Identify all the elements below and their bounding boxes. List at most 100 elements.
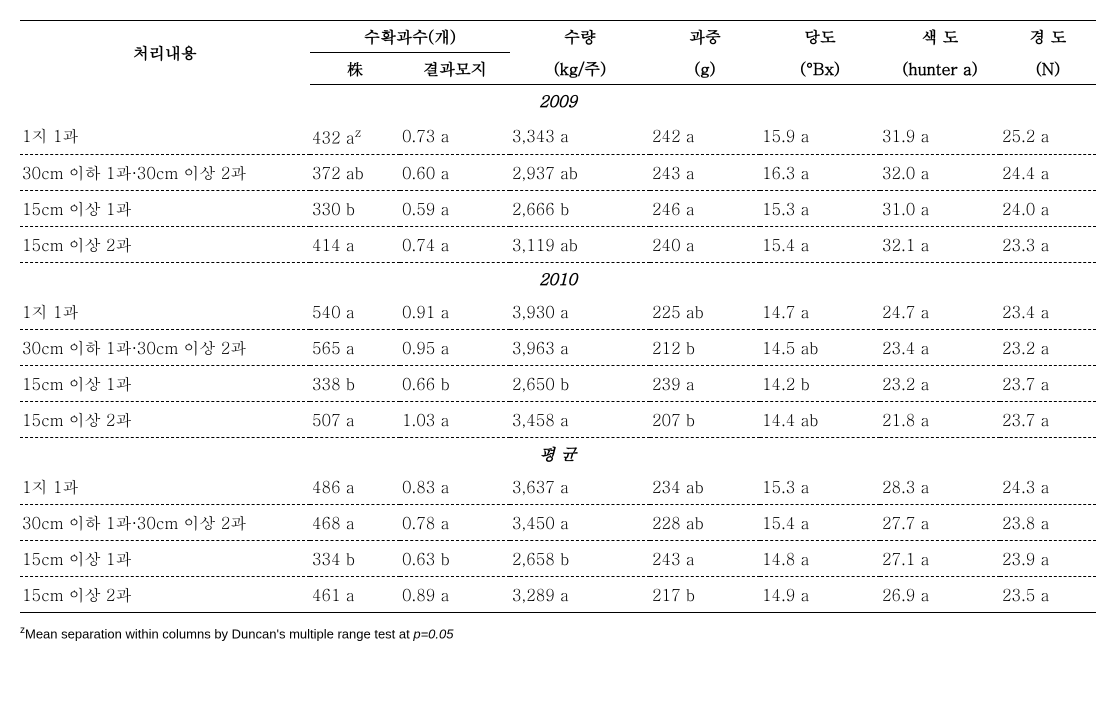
table-row: 15cm 이상 2과414 a0.74 a3,119 ab240 a15.4 a…	[20, 227, 1096, 263]
cell-brix: 14.9 a	[760, 577, 880, 613]
cell-brix: 15.3 a	[760, 191, 880, 227]
cell-wt: 212 b	[650, 330, 760, 366]
cell-yield: 2,658 b	[510, 541, 650, 577]
cell-firm: 23.2 a	[1000, 330, 1096, 366]
cell-firm: 23.7 a	[1000, 402, 1096, 438]
cell-firm: 23.4 a	[1000, 294, 1096, 330]
cell-firm: 23.5 a	[1000, 577, 1096, 613]
cell-color: 32.0 a	[880, 155, 1000, 191]
table-row: 15cm 이상 1과330 b0.59 a2,666 b246 a15.3 a3…	[20, 191, 1096, 227]
cell-moji: 0.66 b	[400, 366, 510, 402]
cell-yield: 3,343 a	[510, 116, 650, 155]
cell-yield: 3,637 a	[510, 469, 650, 505]
cell-treat: 15cm 이상 1과	[20, 191, 310, 227]
cell-color: 21.8 a	[880, 402, 1000, 438]
cell-ju: 468 a	[310, 505, 400, 541]
cell-yield: 3,450 a	[510, 505, 650, 541]
cell-firm: 24.3 a	[1000, 469, 1096, 505]
footnote-text2: p=0.05	[413, 627, 453, 642]
cell-color: 27.1 a	[880, 541, 1000, 577]
cell-treat: 15cm 이상 1과	[20, 541, 310, 577]
cell-firm: 23.9 a	[1000, 541, 1096, 577]
cell-yield: 3,930 a	[510, 294, 650, 330]
section-title: 평 균	[20, 438, 1096, 470]
cell-brix: 14.4 ab	[760, 402, 880, 438]
cell-color: 31.9 a	[880, 116, 1000, 155]
cell-wt: 207 b	[650, 402, 760, 438]
table-body: 20091지 1과432 az0.73 a3,343 a242 a15.9 a3…	[20, 85, 1096, 613]
cell-yield: 3,119 ab	[510, 227, 650, 263]
table-row: 30cm 이하 1과·30cm 이상 2과468 a0.78 a3,450 a2…	[20, 505, 1096, 541]
cell-ju: 540 a	[310, 294, 400, 330]
table-row: 1지 1과540 a0.91 a3,930 a225 ab14.7 a24.7 …	[20, 294, 1096, 330]
cell-wt: 228 ab	[650, 505, 760, 541]
cell-yield: 2,666 b	[510, 191, 650, 227]
cell-moji: 0.63 b	[400, 541, 510, 577]
cell-ju: 507 a	[310, 402, 400, 438]
cell-brix: 14.2 b	[760, 366, 880, 402]
cell-color: 26.9 a	[880, 577, 1000, 613]
cell-moji: 0.83 a	[400, 469, 510, 505]
cell-ju: 461 a	[310, 577, 400, 613]
hdr-brix: 당도	[760, 21, 880, 53]
cell-wt: 243 a	[650, 155, 760, 191]
cell-wt: 243 a	[650, 541, 760, 577]
hdr-yield-unit: (kg/주)	[510, 53, 650, 85]
cell-ju: 414 a	[310, 227, 400, 263]
cell-treat: 15cm 이상 2과	[20, 402, 310, 438]
cell-firm: 23.8 a	[1000, 505, 1096, 541]
cell-brix: 15.9 a	[760, 116, 880, 155]
cell-color: 31.0 a	[880, 191, 1000, 227]
cell-firm: 23.7 a	[1000, 366, 1096, 402]
table-row: 30cm 이하 1과·30cm 이상 2과372 ab0.60 a2,937 a…	[20, 155, 1096, 191]
cell-yield: 2,650 b	[510, 366, 650, 402]
cell-brix: 15.4 a	[760, 505, 880, 541]
table-row: 30cm 이하 1과·30cm 이상 2과565 a0.95 a3,963 a2…	[20, 330, 1096, 366]
cell-yield: 3,289 a	[510, 577, 650, 613]
cell-moji: 0.73 a	[400, 116, 510, 155]
cell-moji: 0.60 a	[400, 155, 510, 191]
cell-ju: 565 a	[310, 330, 400, 366]
cell-wt: 225 ab	[650, 294, 760, 330]
table-row: 15cm 이상 1과338 b0.66 b2,650 b239 a14.2 b2…	[20, 366, 1096, 402]
hdr-firm: 경 도	[1000, 21, 1096, 53]
cell-color: 27.7 a	[880, 505, 1000, 541]
cell-color: 23.2 a	[880, 366, 1000, 402]
table-row: 15cm 이상 2과507 a1.03 a3,458 a207 b14.4 ab…	[20, 402, 1096, 438]
table-row: 15cm 이상 1과334 b0.63 b2,658 b243 a14.8 a2…	[20, 541, 1096, 577]
cell-moji: 0.95 a	[400, 330, 510, 366]
cell-brix: 14.5 ab	[760, 330, 880, 366]
cell-wt: 217 b	[650, 577, 760, 613]
table-row: 1지 1과486 a0.83 a3,637 a234 ab15.3 a28.3 …	[20, 469, 1096, 505]
cell-ju: 372 ab	[310, 155, 400, 191]
table-row: 1지 1과432 az0.73 a3,343 a242 a15.9 a31.9 …	[20, 116, 1096, 155]
cell-firm: 24.0 a	[1000, 191, 1096, 227]
cell-ju: 432 az	[310, 116, 400, 155]
data-table: 처리내용 수확과수(개) 수량 과중 당도 색 도 경 도 株 결과모지 (kg…	[20, 20, 1096, 613]
cell-ju: 330 b	[310, 191, 400, 227]
cell-color: 28.3 a	[880, 469, 1000, 505]
section-title: 2010	[20, 263, 1096, 295]
cell-treat: 15cm 이상 2과	[20, 227, 310, 263]
cell-treat: 30cm 이하 1과·30cm 이상 2과	[20, 155, 310, 191]
cell-ju: 486 a	[310, 469, 400, 505]
cell-firm: 23.3 a	[1000, 227, 1096, 263]
hdr-color-unit: (hunter a)	[880, 53, 1000, 85]
cell-treat: 1지 1과	[20, 469, 310, 505]
cell-color: 32.1 a	[880, 227, 1000, 263]
cell-moji: 0.91 a	[400, 294, 510, 330]
cell-brix: 14.7 a	[760, 294, 880, 330]
cell-treat: 1지 1과	[20, 294, 310, 330]
hdr-weight: 과중	[650, 21, 760, 53]
cell-moji: 0.78 a	[400, 505, 510, 541]
hdr-ju: 株	[310, 53, 400, 85]
cell-yield: 2,937 ab	[510, 155, 650, 191]
hdr-color: 색 도	[880, 21, 1000, 53]
table-header: 처리내용 수확과수(개) 수량 과중 당도 색 도 경 도 株 결과모지 (kg…	[20, 21, 1096, 85]
cell-ju: 334 b	[310, 541, 400, 577]
cell-brix: 16.3 a	[760, 155, 880, 191]
cell-moji: 0.89 a	[400, 577, 510, 613]
hdr-firm-unit: (N)	[1000, 53, 1096, 85]
cell-treat: 30cm 이하 1과·30cm 이상 2과	[20, 505, 310, 541]
cell-color: 24.7 a	[880, 294, 1000, 330]
